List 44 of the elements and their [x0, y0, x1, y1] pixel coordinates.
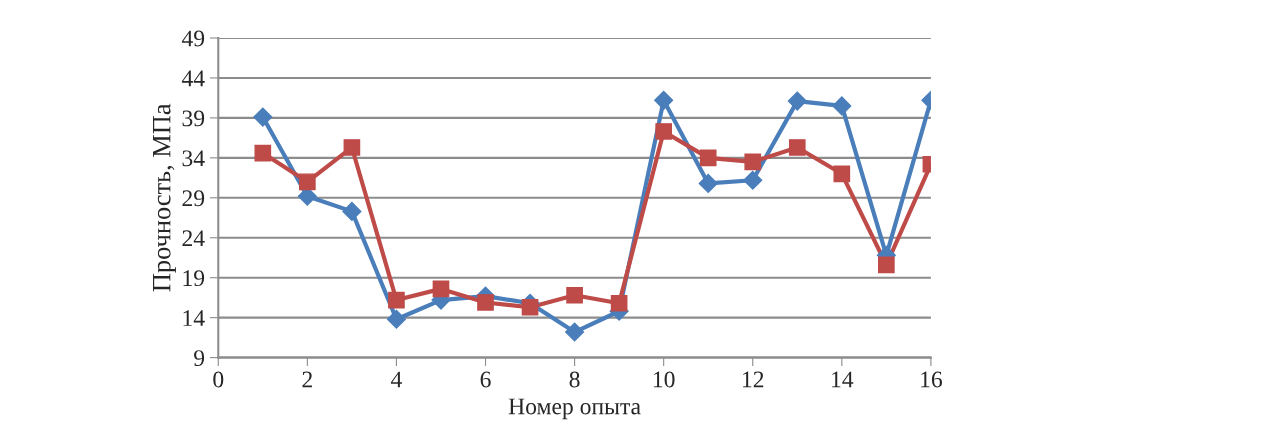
point	[521, 298, 539, 316]
point	[566, 286, 583, 304]
point	[254, 144, 272, 162]
point	[299, 173, 316, 191]
point	[432, 280, 450, 298]
x-axis-title: Номер опыта	[508, 398, 641, 420]
point	[788, 139, 806, 156]
y-tick-label: 24	[182, 230, 205, 246]
x-tick-label: 12	[743, 371, 764, 388]
point	[654, 90, 674, 110]
point	[878, 256, 895, 274]
x-tick-label: 10	[653, 371, 675, 388]
point	[744, 153, 762, 171]
x-tick-label: 14	[832, 371, 854, 388]
point	[743, 170, 763, 190]
x-tick-label: 6	[480, 371, 491, 388]
y-tick-label: 39	[182, 110, 205, 127]
y-tick-label: 14	[183, 310, 205, 326]
y-tick-label: 19	[183, 270, 205, 287]
point	[833, 165, 851, 183]
point	[787, 91, 807, 111]
x-tick-label: 16	[921, 371, 942, 388]
y-tick-label: 29	[182, 190, 205, 207]
y-tick-label: 9	[194, 350, 205, 367]
y-tick-label: 44	[181, 70, 205, 87]
y-axis-title: Прочность, МПа	[153, 103, 176, 292]
point	[388, 291, 405, 309]
y-tick-label: 49	[181, 30, 205, 47]
point	[699, 149, 717, 167]
point	[386, 309, 406, 329]
point	[655, 123, 673, 140]
point	[832, 96, 852, 116]
x-tick-label: 0	[213, 371, 224, 388]
point	[253, 107, 273, 127]
point	[343, 139, 361, 156]
point	[565, 322, 585, 342]
x-tick-label: 8	[569, 371, 580, 388]
x-tick-label: 4	[390, 371, 402, 388]
point	[698, 173, 718, 193]
point	[477, 294, 494, 311]
y-tick-label: 34	[182, 150, 205, 167]
x-tick-label: 2	[302, 371, 312, 388]
point	[610, 294, 628, 312]
point	[342, 201, 362, 221]
